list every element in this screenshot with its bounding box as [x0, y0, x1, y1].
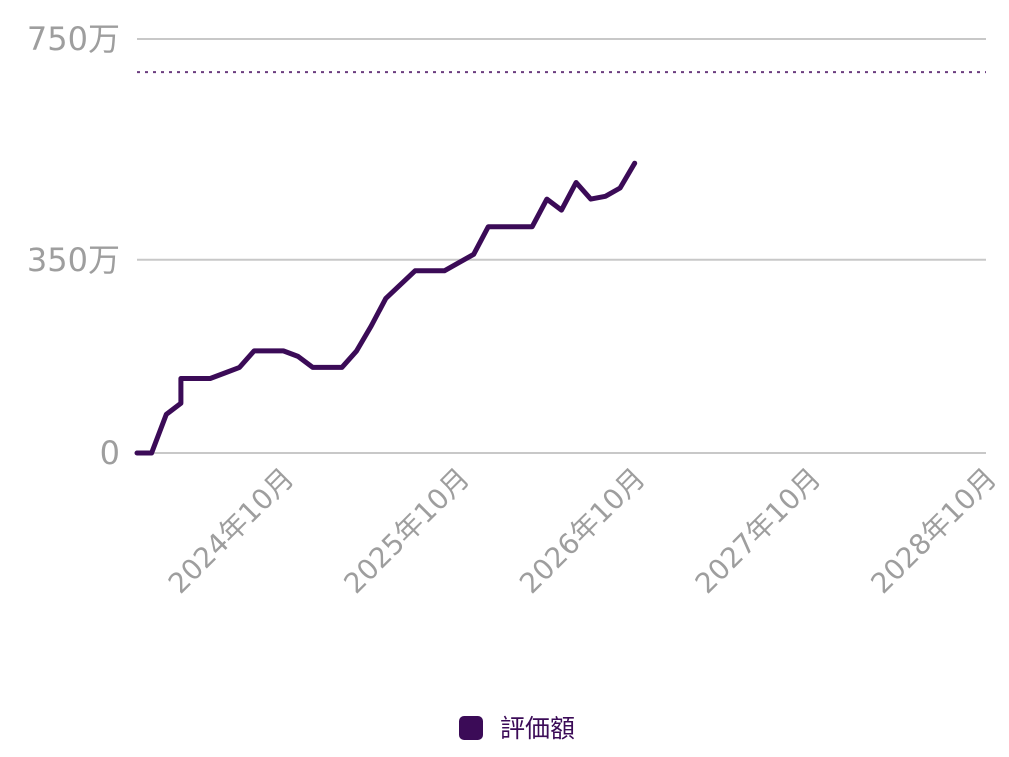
x-tick-label: 2025年10月	[337, 462, 476, 601]
y-tick-label: 0	[100, 434, 120, 472]
y-tick-label: 750万	[27, 20, 120, 58]
x-tick-label: 2028年10月	[864, 462, 1003, 601]
legend-label[interactable]: 評価額	[500, 714, 575, 743]
x-tick-label: 2024年10月	[162, 462, 301, 601]
grid-layer	[137, 38, 986, 454]
x-axis: 2024年10月 2025年10月 2026年10月 2027年10月 2028年10月	[162, 462, 1003, 601]
legend[interactable]: 評価額	[459, 714, 575, 743]
series-line[interactable]	[134, 160, 638, 456]
series-layer	[134, 160, 638, 456]
x-tick-label: 2027年10月	[689, 462, 828, 601]
x-tick-label: 2026年10月	[513, 462, 652, 601]
legend-swatch	[459, 716, 483, 740]
y-axis: 0 350万 750万	[27, 20, 120, 472]
y-tick-label: 350万	[27, 241, 120, 279]
